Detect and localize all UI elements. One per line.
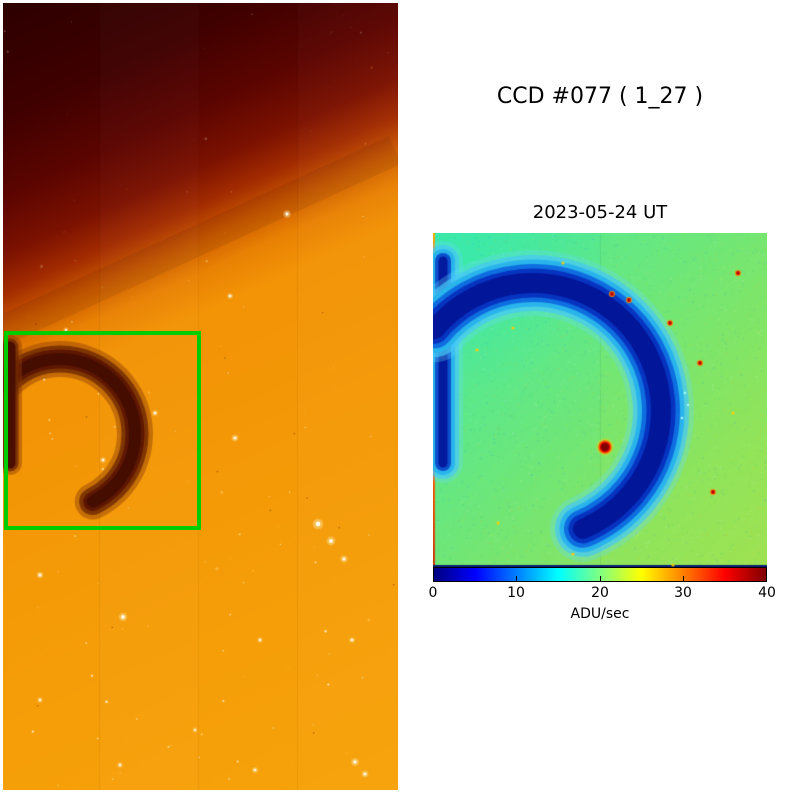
zoom-region-box — [4, 331, 201, 530]
colorbar-tick-label: 30 — [674, 585, 692, 601]
colorbar-tick-label: 0 — [428, 585, 438, 601]
colorbar-tick — [600, 576, 601, 582]
page-title: CCD #077 ( 1_27 ) — [496, 84, 704, 109]
colorbar-tick-label: 10 — [507, 585, 525, 601]
colorbar-tick — [683, 576, 684, 582]
colorbar-axis-label: ADU/sec — [570, 606, 630, 622]
ccd-zoom-image — [433, 233, 767, 567]
colorbar-tick — [516, 576, 517, 582]
colorbar-tick-label: 40 — [758, 585, 776, 601]
date-label: 2023-05-24 UT — [532, 202, 668, 223]
colorbar-tick-label: 20 — [591, 585, 609, 601]
